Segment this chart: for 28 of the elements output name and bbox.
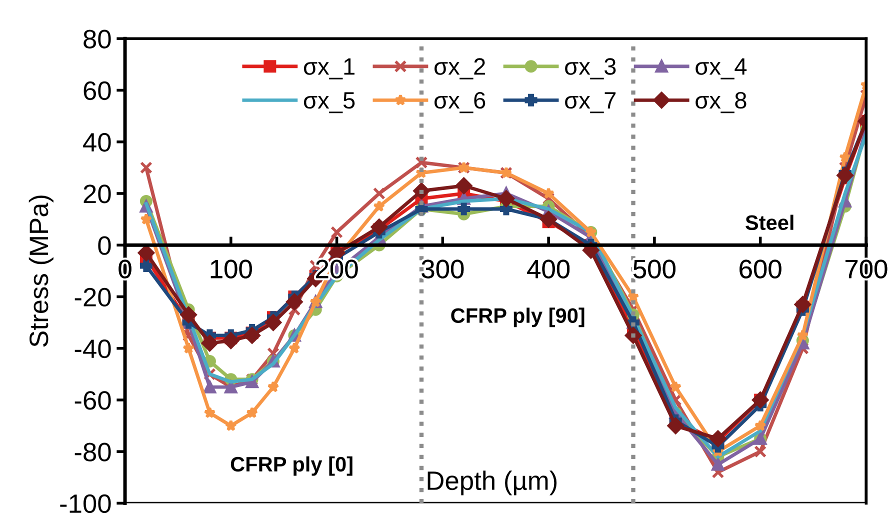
- y-tick-label: 0: [98, 236, 111, 255]
- annotation: Steel: [746, 214, 794, 230]
- x-tick-label: 600: [740, 260, 782, 278]
- y-axis-title: Stress (MPa): [28, 196, 54, 347]
- x-tick-label: 100: [210, 260, 252, 278]
- legend-label: σx_2: [434, 58, 485, 80]
- legend-label: σx_7: [565, 92, 616, 114]
- y-tick-label: -40: [74, 339, 111, 358]
- legend-label: σx_1: [304, 58, 354, 80]
- x-tick-label: 500: [633, 260, 676, 278]
- y-tick-label: 40: [83, 133, 111, 152]
- x-tick-label: 300: [422, 260, 464, 278]
- y-tick-label: 60: [84, 81, 111, 100]
- legend-label: σx_6: [434, 92, 486, 114]
- y-tick-label: -100: [60, 494, 111, 514]
- y-tick-label: -60: [74, 391, 111, 410]
- annotation: CFRP ply [90]: [451, 308, 584, 328]
- legend-label: σx_4: [696, 58, 747, 80]
- legend-label: σx_3: [565, 58, 616, 80]
- annotation: CFRP ply [0]: [230, 456, 352, 476]
- legend-label: σx_5: [304, 92, 355, 114]
- y-tick-label: 20: [84, 184, 111, 204]
- x-tick-label: 400: [527, 260, 570, 278]
- x-axis-title: Depth (µm): [428, 470, 557, 496]
- y-tick-label: -20: [74, 288, 111, 307]
- legend-label: σx_8: [696, 92, 746, 114]
- y-tick-label: 80: [84, 30, 111, 48]
- y-tick-label: -80: [74, 442, 111, 462]
